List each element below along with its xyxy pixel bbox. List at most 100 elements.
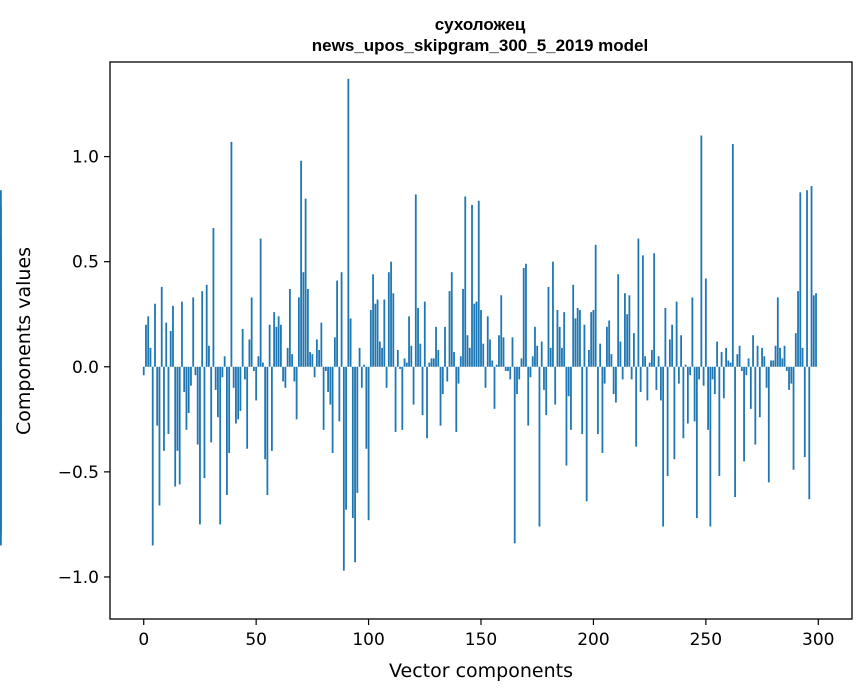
bar — [401, 366, 404, 430]
bar — [217, 366, 219, 418]
bar — [426, 366, 428, 439]
bar — [588, 349, 590, 367]
bar — [691, 297, 694, 367]
bar — [549, 347, 552, 367]
bar — [309, 352, 312, 367]
bar — [583, 324, 586, 367]
bar — [610, 354, 613, 367]
bar — [572, 284, 575, 367]
bar — [0, 366, 2, 418]
bar — [270, 366, 273, 451]
x-tick-label: 300 — [802, 630, 834, 650]
bar — [228, 366, 231, 453]
bar — [635, 366, 638, 447]
bar — [203, 366, 206, 479]
bar — [165, 322, 168, 367]
bar — [262, 362, 264, 367]
bar — [543, 366, 545, 390]
bar — [606, 326, 608, 367]
bar — [151, 366, 154, 546]
bar — [219, 366, 222, 525]
bar — [318, 349, 321, 367]
y-tick-label: −1.0 — [58, 568, 99, 588]
bar — [763, 356, 766, 367]
bar — [491, 360, 494, 367]
bar — [315, 339, 318, 367]
bar — [781, 358, 784, 367]
bar — [455, 366, 458, 432]
bar — [246, 366, 249, 449]
bar — [163, 366, 165, 451]
bar — [646, 366, 649, 401]
bar — [534, 326, 536, 367]
bar — [181, 301, 183, 367]
bar — [495, 364, 498, 367]
bar — [520, 358, 523, 367]
bar — [385, 366, 388, 388]
bar — [700, 135, 703, 367]
bars-group — [0, 78, 817, 571]
bar — [480, 310, 482, 367]
bar — [239, 366, 242, 411]
bar — [529, 366, 532, 378]
bar — [396, 349, 399, 367]
bar — [381, 347, 383, 367]
y-axis-ticks: −1.0 −0.5 0.0 0.5 1.0 — [58, 148, 110, 588]
bar — [432, 358, 435, 367]
bar — [731, 143, 734, 367]
bar — [399, 366, 401, 369]
bar — [338, 366, 341, 422]
bar — [547, 286, 550, 367]
bar — [394, 366, 397, 432]
bar — [538, 366, 541, 527]
bar — [527, 366, 530, 426]
bar — [223, 356, 226, 367]
bar — [563, 312, 566, 367]
bar — [363, 364, 365, 367]
bar — [561, 347, 563, 367]
bar — [677, 366, 680, 384]
bar — [668, 339, 671, 367]
bar — [498, 335, 500, 367]
bar — [617, 274, 620, 367]
bar — [241, 328, 244, 367]
bar — [774, 345, 777, 367]
bar — [720, 352, 723, 367]
bar — [421, 366, 424, 416]
bar — [707, 366, 709, 430]
bar — [797, 291, 799, 367]
bar — [304, 198, 307, 367]
bar — [414, 194, 417, 367]
bar — [374, 303, 377, 367]
bar — [749, 366, 752, 409]
bar — [630, 366, 633, 380]
x-tick-label: 150 — [465, 630, 497, 650]
bar — [253, 366, 255, 371]
bar — [662, 366, 665, 527]
bar — [187, 366, 190, 414]
bar — [603, 366, 606, 384]
bar — [349, 318, 352, 367]
bar — [536, 345, 539, 367]
bar — [770, 360, 772, 367]
y-tick-label: 0.5 — [72, 253, 99, 273]
bar — [552, 261, 554, 367]
bar — [176, 366, 179, 451]
bar — [259, 238, 262, 367]
bar — [457, 366, 460, 384]
bar — [713, 366, 716, 395]
bar — [576, 307, 579, 367]
bar — [464, 196, 467, 367]
bar — [740, 366, 743, 371]
bar — [716, 341, 718, 367]
bar — [459, 356, 462, 367]
bar — [444, 326, 446, 367]
plot-frame — [109, 61, 853, 620]
bar — [423, 301, 426, 367]
bar — [190, 366, 192, 386]
bar — [525, 263, 527, 367]
bar — [619, 341, 622, 367]
bar — [725, 347, 727, 367]
bar — [311, 354, 314, 367]
y-tick-label: 0.0 — [72, 358, 99, 378]
